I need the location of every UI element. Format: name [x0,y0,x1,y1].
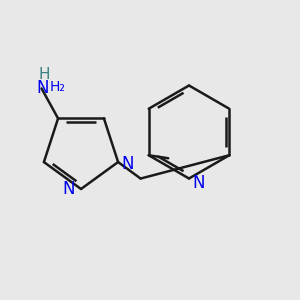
Text: N: N [122,154,134,172]
Text: H₂: H₂ [50,80,66,94]
Text: N: N [36,80,48,98]
Text: N: N [62,180,74,198]
Text: H: H [39,68,50,82]
Text: N: N [193,174,205,192]
